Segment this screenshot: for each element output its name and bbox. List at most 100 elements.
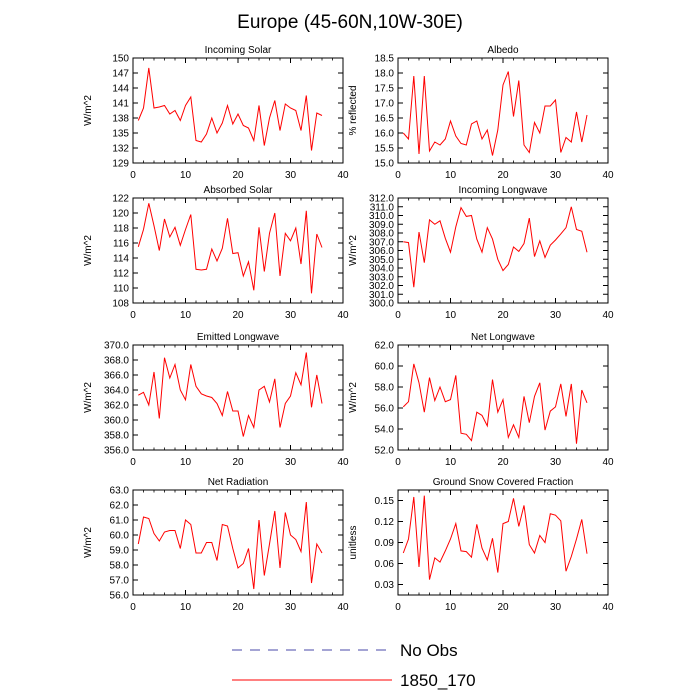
legend-label-no-obs: No Obs xyxy=(400,641,458,660)
x-tick-label: 0 xyxy=(395,310,401,321)
x-tick-label: 30 xyxy=(285,170,297,181)
y-tick-label: 61.0 xyxy=(110,516,130,527)
x-tick-label: 0 xyxy=(395,457,401,468)
series-line-1850-170 xyxy=(137,67,323,151)
x-tick-label: 30 xyxy=(550,310,562,321)
series-line-1850-170 xyxy=(403,206,588,288)
panel-title: Incoming Longwave xyxy=(459,185,548,196)
y-tick-label: 310.0 xyxy=(369,211,394,222)
y-tick-label: 120 xyxy=(112,209,129,220)
y-tick-label: 60.0 xyxy=(375,362,395,373)
y-tick-label: 300.0 xyxy=(369,299,394,310)
x-tick-label: 0 xyxy=(130,602,136,613)
y-tick-label: 304.0 xyxy=(369,264,394,275)
y-tick-label: 308.0 xyxy=(369,229,394,240)
panel-title: Emitted Longwave xyxy=(197,332,280,343)
y-tick-label: 116 xyxy=(113,239,129,250)
y-tick-label: 362.0 xyxy=(104,401,129,412)
y-tick-label: 118 xyxy=(113,224,129,235)
y-tick-label: 0.06 xyxy=(375,559,395,570)
y-tick-label: 141 xyxy=(112,99,129,110)
y-tick-label: 59.0 xyxy=(110,546,130,557)
x-tick-label: 40 xyxy=(602,310,614,321)
y-tick-label: 370.0 xyxy=(104,341,129,352)
x-tick-label: 30 xyxy=(550,602,562,613)
y-axis-label: W/m^2 xyxy=(83,382,94,413)
x-tick-label: 10 xyxy=(445,457,457,468)
x-tick-label: 40 xyxy=(337,457,349,468)
y-tick-label: 135 xyxy=(112,129,129,140)
panel-title: Incoming Solar xyxy=(205,45,272,56)
y-tick-label: 138 xyxy=(112,114,129,125)
y-tick-label: 309.0 xyxy=(369,220,394,231)
panel-absorbed-solar: Absorbed Solar 0 10 20 30 40 108 110 112 114 116 11… xyxy=(83,185,349,321)
panel-incoming-longwave: Incoming Longwave 0 10 20 30 40 300.0301.0302.… xyxy=(348,185,614,321)
y-tick-label: 15.5 xyxy=(375,144,395,155)
y-tick-label: 301.0 xyxy=(369,290,394,301)
panel-title: Ground Snow Covered Fraction xyxy=(433,477,574,488)
y-tick-label: 52.0 xyxy=(375,446,395,457)
series-line-1850-170 xyxy=(402,495,588,580)
panel-albedo: Albedo 0 10 20 30 40 15.0 15.5 16.0 16.5 17.0 17.5 1… xyxy=(348,45,614,181)
x-tick-label: 30 xyxy=(285,457,297,468)
x-tick-label: 30 xyxy=(550,457,562,468)
y-tick-label: 56.0 xyxy=(375,404,395,415)
x-tick-label: 0 xyxy=(130,457,136,468)
series-line-1850-170 xyxy=(137,501,323,590)
y-tick-label: 58.0 xyxy=(110,561,130,572)
panel-emitted-longwave: Emitted Longwave 0 10 20 30 40 356.0 358.0 360.0… xyxy=(83,332,349,468)
x-tick-label: 40 xyxy=(337,170,349,181)
y-tick-label: 360.0 xyxy=(104,416,129,427)
y-tick-label: 122 xyxy=(112,194,129,205)
y-axis-label: W/m^2 xyxy=(348,235,359,266)
x-tick-label: 0 xyxy=(395,602,401,613)
series-line-1850-170 xyxy=(138,352,323,437)
y-axis-label: W/m^2 xyxy=(83,235,94,266)
y-tick-label: 305.0 xyxy=(369,255,394,266)
x-tick-label: 30 xyxy=(550,170,562,181)
y-tick-label: 368.0 xyxy=(104,356,129,367)
y-tick-label: 17.0 xyxy=(375,99,395,110)
x-tick-label: 10 xyxy=(180,310,192,321)
panel-title: Net Longwave xyxy=(471,332,535,343)
x-tick-label: 20 xyxy=(497,310,509,321)
y-tick-label: 110 xyxy=(113,284,129,295)
x-tick-label: 40 xyxy=(337,602,349,613)
y-tick-label: 57.0 xyxy=(110,576,130,587)
legend: No Obs 1850_170 xyxy=(232,641,476,690)
y-tick-label: 303.0 xyxy=(369,272,394,283)
y-axis-label: % reflected xyxy=(348,85,359,135)
y-axis-label: W/m^2 xyxy=(348,382,359,413)
panel-net-longwave: Net Longwave 0 10 20 30 40 52.0 54.0 56.0 58.0 60.… xyxy=(348,332,614,468)
x-tick-label: 40 xyxy=(337,310,349,321)
series-line-1850-170 xyxy=(402,363,588,444)
y-tick-label: 18.0 xyxy=(375,69,395,80)
plot-frame xyxy=(397,344,609,451)
y-tick-label: 17.5 xyxy=(375,84,395,95)
x-tick-label: 0 xyxy=(130,170,136,181)
y-tick-label: 56.0 xyxy=(110,591,130,602)
y-tick-label: 16.5 xyxy=(375,114,395,125)
y-tick-label: 54.0 xyxy=(375,425,395,436)
panel-title: Absorbed Solar xyxy=(204,185,274,196)
x-tick-label: 20 xyxy=(232,602,244,613)
y-tick-label: 147 xyxy=(112,69,129,80)
x-tick-label: 40 xyxy=(602,602,614,613)
x-tick-label: 0 xyxy=(130,310,136,321)
y-tick-label: 114 xyxy=(113,254,129,265)
y-tick-label: 58.0 xyxy=(375,383,395,394)
x-tick-label: 10 xyxy=(445,602,457,613)
y-axis-label: unitless xyxy=(348,526,359,560)
panels: Incoming Solar 0 10 20 30 40 129 132 135 138 141 14… xyxy=(83,45,614,613)
x-tick-label: 20 xyxy=(232,170,244,181)
y-tick-label: 112 xyxy=(113,269,129,280)
x-tick-label: 30 xyxy=(285,310,297,321)
y-tick-label: 358.0 xyxy=(104,431,129,442)
x-tick-label: 40 xyxy=(602,457,614,468)
series-line-1850-170 xyxy=(137,203,323,294)
y-tick-label: 60.0 xyxy=(110,531,130,542)
x-tick-label: 30 xyxy=(285,602,297,613)
y-tick-label: 0.12 xyxy=(375,517,395,528)
figure-title: Europe (45-60N,10W-30E) xyxy=(237,12,463,33)
y-tick-label: 356.0 xyxy=(104,446,129,457)
